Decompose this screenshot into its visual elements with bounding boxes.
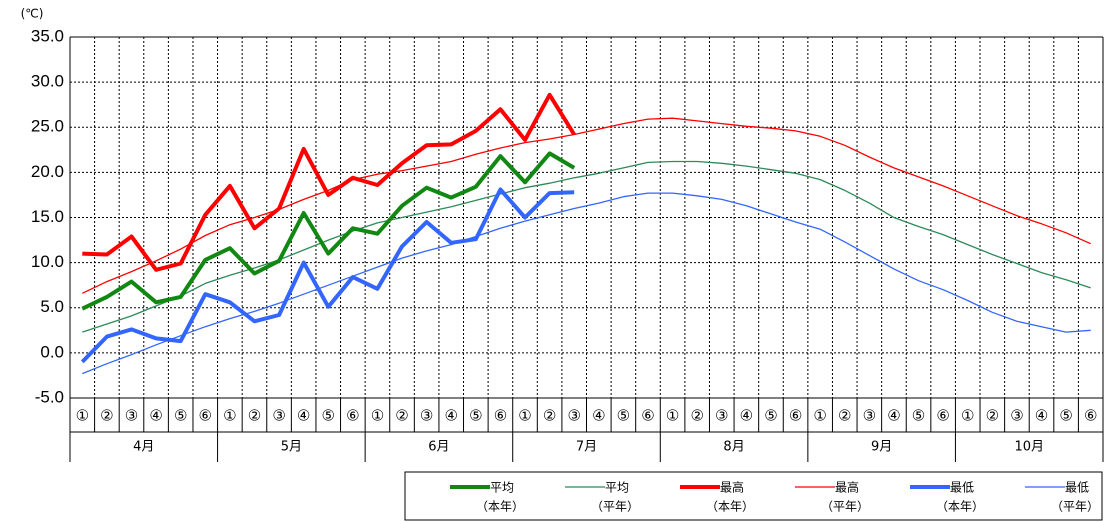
- x-tick-label: ③: [715, 407, 728, 425]
- x-tick-label: ⑥: [641, 407, 654, 425]
- x-tick-label: ①: [518, 407, 531, 425]
- legend-label: 最高: [835, 480, 859, 495]
- legend-period: （本年）: [476, 500, 524, 514]
- legend-label: 平均: [605, 481, 629, 495]
- legend-box: [404, 471, 1103, 521]
- x-tick-label: ②: [543, 407, 556, 425]
- legend-period: （平年）: [591, 500, 639, 514]
- x-tick-label: ⑥: [346, 407, 359, 425]
- month-label: 10月: [1014, 440, 1044, 455]
- series-line: [82, 92, 576, 272]
- y-tick-label: 20.0: [31, 162, 64, 181]
- x-tick-label: ①: [76, 407, 89, 425]
- x-tick-label: ③: [125, 407, 138, 425]
- y-tick-label: 25.0: [31, 117, 64, 136]
- x-tick-label: ①: [223, 407, 236, 425]
- y-tick-label: 15.0: [31, 207, 64, 226]
- series-line: [80, 187, 575, 364]
- month-label: 4月: [133, 440, 154, 455]
- x-tick-label: ⑥: [936, 407, 949, 425]
- x-tick-label: ④: [592, 407, 605, 425]
- x-tick-label: ④: [297, 407, 310, 425]
- series-line: [81, 151, 576, 311]
- x-tick-label: ⑤: [322, 407, 335, 425]
- x-tick-label: ⑤: [174, 407, 187, 425]
- x-tick-label: ③: [420, 407, 433, 425]
- legend-period: （本年）: [706, 500, 754, 514]
- legend-label: 最低: [950, 481, 974, 495]
- x-tick-label: ③: [1010, 407, 1023, 425]
- y-tick-label: 30.0: [31, 72, 64, 91]
- legend-period: （本年）: [936, 500, 984, 514]
- x-tick-label: ⑥: [199, 407, 212, 425]
- x-tick-label: ⑤: [764, 407, 777, 425]
- x-tick-label: ④: [149, 407, 162, 425]
- x-tick-label: ③: [863, 407, 876, 425]
- x-tick-label: ④: [444, 407, 457, 425]
- x-tick-label: ⑤: [912, 407, 925, 425]
- legend-label: 平均: [490, 481, 514, 495]
- y-tick-label: 10.0: [31, 252, 64, 271]
- legend-period: （平年）: [821, 500, 869, 514]
- x-tick-label: ④: [1035, 407, 1048, 425]
- x-tick-label: ①: [961, 407, 974, 425]
- x-tick-label: ②: [248, 407, 261, 425]
- y-tick-label: -5.0: [35, 387, 64, 406]
- x-tick-label: ③: [272, 407, 285, 425]
- x-tick-label: ④: [740, 407, 753, 425]
- legend-label: 最低: [1065, 481, 1089, 495]
- y-tick-label: 0.0: [40, 342, 64, 361]
- month-label: 7月: [576, 440, 597, 455]
- x-tick-label: ⑤: [469, 407, 482, 425]
- x-tick-label: ②: [838, 407, 851, 425]
- y-tick-label: 5.0: [40, 297, 64, 316]
- unit-label: (℃): [21, 7, 44, 21]
- x-tick-label: ⑥: [789, 407, 802, 425]
- month-label: 8月: [723, 440, 744, 455]
- x-tick-label: ②: [100, 407, 113, 425]
- x-tick-label: ④: [887, 407, 900, 425]
- x-tick-label: ③: [567, 407, 580, 425]
- month-label: 5月: [281, 440, 302, 455]
- x-tick-label: ①: [666, 407, 679, 425]
- x-tick-label: ⑥: [494, 407, 507, 425]
- x-tick-label: ⑤: [1059, 407, 1072, 425]
- series-line: [82, 192, 1091, 375]
- x-tick-label: ⑤: [617, 407, 630, 425]
- x-tick-label: ②: [690, 407, 703, 425]
- x-tick-label: ①: [813, 407, 826, 425]
- legend-period: （平年）: [1051, 500, 1099, 514]
- month-label: 9月: [871, 440, 892, 455]
- x-tick-label: ⑥: [1084, 407, 1097, 425]
- y-tick-label: 35.0: [31, 26, 64, 45]
- legend-label: 最高: [720, 480, 744, 495]
- month-label: 6月: [428, 440, 449, 455]
- x-tick-label: ①: [371, 407, 384, 425]
- x-tick-label: ②: [986, 407, 999, 425]
- x-tick-label: ②: [395, 407, 408, 425]
